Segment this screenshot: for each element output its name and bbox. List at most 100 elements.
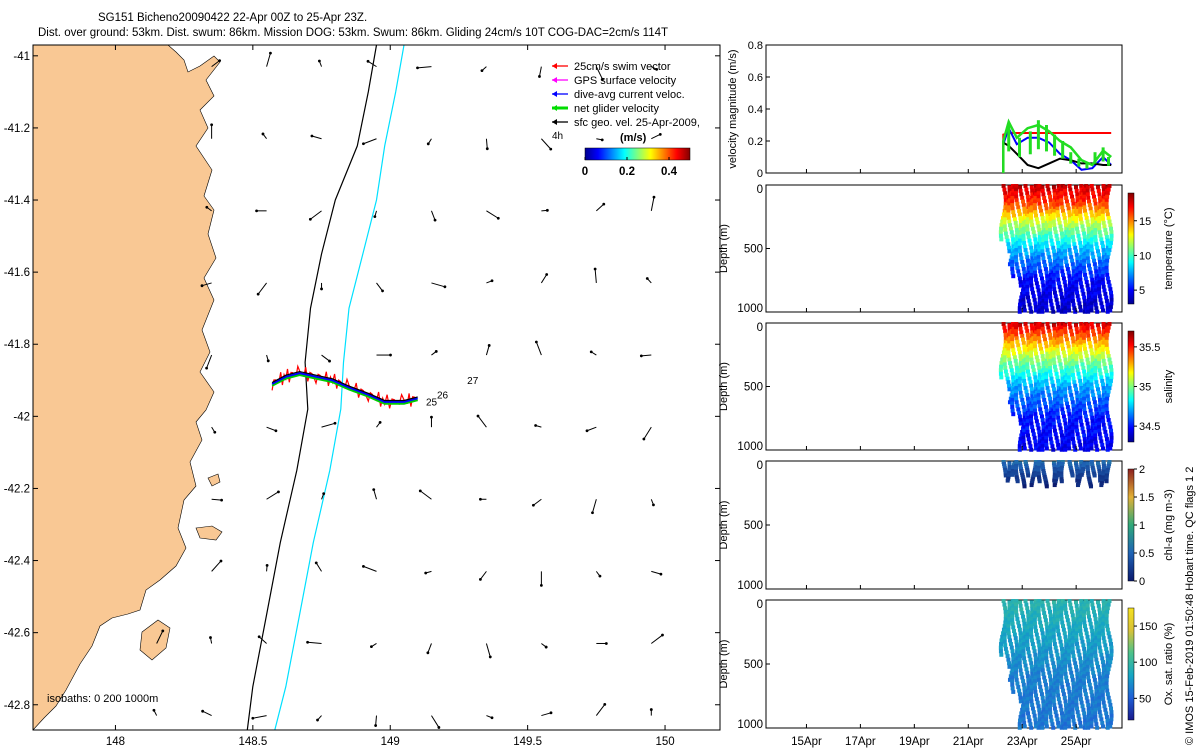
profile-point xyxy=(1026,339,1031,344)
profile-point xyxy=(1101,700,1106,705)
profile-point xyxy=(1065,341,1070,346)
profile-point xyxy=(1070,194,1075,199)
profile-point xyxy=(1059,429,1064,434)
current-arrow-head xyxy=(201,709,205,713)
profile-point xyxy=(1057,607,1062,612)
profile-point xyxy=(1078,720,1083,725)
profile-point xyxy=(1017,242,1022,247)
profile-point xyxy=(1085,219,1090,224)
profile-point xyxy=(1082,433,1087,438)
profile-point xyxy=(1098,688,1103,693)
profile-point xyxy=(1036,609,1041,614)
profile-point xyxy=(1079,187,1084,192)
profile-point xyxy=(1055,625,1060,630)
profile-point xyxy=(1036,400,1041,405)
profile-point xyxy=(1071,343,1076,348)
profile-point xyxy=(1075,192,1080,197)
profile-point xyxy=(1098,267,1103,272)
profile-point xyxy=(1064,364,1069,369)
profile-point xyxy=(1048,636,1053,641)
profile-point xyxy=(1032,679,1037,684)
current-arrow-head xyxy=(418,489,422,493)
profile-point xyxy=(1030,223,1035,228)
profile-point xyxy=(1010,256,1015,261)
profile-point xyxy=(1055,337,1060,342)
profile-point xyxy=(1040,418,1045,423)
profile-point xyxy=(1023,184,1028,189)
current-arrow-head xyxy=(366,59,370,63)
profile-point xyxy=(1105,346,1110,351)
profile-point xyxy=(1091,670,1096,675)
profile-point xyxy=(1002,362,1007,367)
profile-point xyxy=(1091,329,1096,334)
profile-point xyxy=(1038,382,1043,387)
profile-point xyxy=(1048,235,1053,240)
profile-point xyxy=(1074,634,1079,639)
profile-point xyxy=(1066,378,1071,383)
profile-point xyxy=(1036,262,1041,267)
profile-point xyxy=(1082,606,1087,611)
profile-point xyxy=(1105,272,1110,277)
profile-point xyxy=(1081,198,1086,203)
profile-point xyxy=(1074,216,1079,221)
profile-point xyxy=(1018,326,1023,331)
profile-point xyxy=(1036,336,1041,341)
profile-point xyxy=(1010,611,1015,616)
profile-point xyxy=(1013,636,1018,641)
y-tick-label: 1000 xyxy=(737,441,763,453)
profile-point xyxy=(1000,357,1005,362)
current-arrow-head xyxy=(277,490,280,494)
profile-point xyxy=(1097,432,1102,437)
profile-point xyxy=(1078,281,1083,286)
profile-point xyxy=(1104,677,1109,682)
profile-point xyxy=(1089,240,1094,245)
profile-point xyxy=(1063,361,1068,366)
profile-point xyxy=(1095,447,1100,452)
profile-point xyxy=(1056,724,1061,729)
profile-point xyxy=(1108,223,1113,228)
current-arrow-head xyxy=(589,350,593,354)
profile-point xyxy=(1093,238,1098,243)
legend-arrowhead xyxy=(552,91,557,97)
profile-point xyxy=(1044,652,1049,657)
profile-point xyxy=(1022,686,1027,691)
profile-point xyxy=(1025,255,1030,260)
profile-point xyxy=(1063,390,1068,395)
profile-point xyxy=(1039,692,1044,697)
profile-point xyxy=(1030,226,1035,231)
profile-point xyxy=(1086,706,1091,711)
profile-point xyxy=(1081,429,1086,434)
profile-point xyxy=(1029,414,1034,419)
profile-point xyxy=(1078,412,1083,417)
profile-point xyxy=(1045,412,1050,417)
profile-point xyxy=(1082,403,1087,408)
profile-point xyxy=(1098,371,1103,376)
current-arrow xyxy=(643,426,652,440)
profile-point xyxy=(1014,396,1019,401)
profile-point xyxy=(1030,675,1035,680)
current-arrow-head xyxy=(602,202,606,206)
profile-point xyxy=(1042,195,1047,200)
profile-point xyxy=(1047,426,1052,431)
profile-point xyxy=(1105,664,1110,669)
profile-point xyxy=(1083,276,1088,281)
profile-point xyxy=(1022,484,1027,489)
profile-point xyxy=(1006,216,1011,221)
profile-point xyxy=(1056,351,1061,356)
profile-point xyxy=(1037,376,1042,381)
profile-point xyxy=(1044,621,1049,626)
legend-extra: 4h xyxy=(552,131,563,142)
profile-point xyxy=(1086,309,1091,314)
profile-point xyxy=(1083,208,1088,213)
profile-point xyxy=(1025,422,1030,427)
profile-point xyxy=(1030,287,1035,292)
profile-point xyxy=(1021,341,1026,346)
profile-point xyxy=(1026,677,1031,682)
profile-point xyxy=(1075,199,1080,204)
profile-point xyxy=(1097,418,1102,423)
profile-point xyxy=(1071,272,1076,277)
profile-point xyxy=(1052,361,1057,366)
profile-point xyxy=(1096,188,1101,193)
profile-point xyxy=(1074,692,1079,697)
profile-point xyxy=(1026,400,1031,405)
